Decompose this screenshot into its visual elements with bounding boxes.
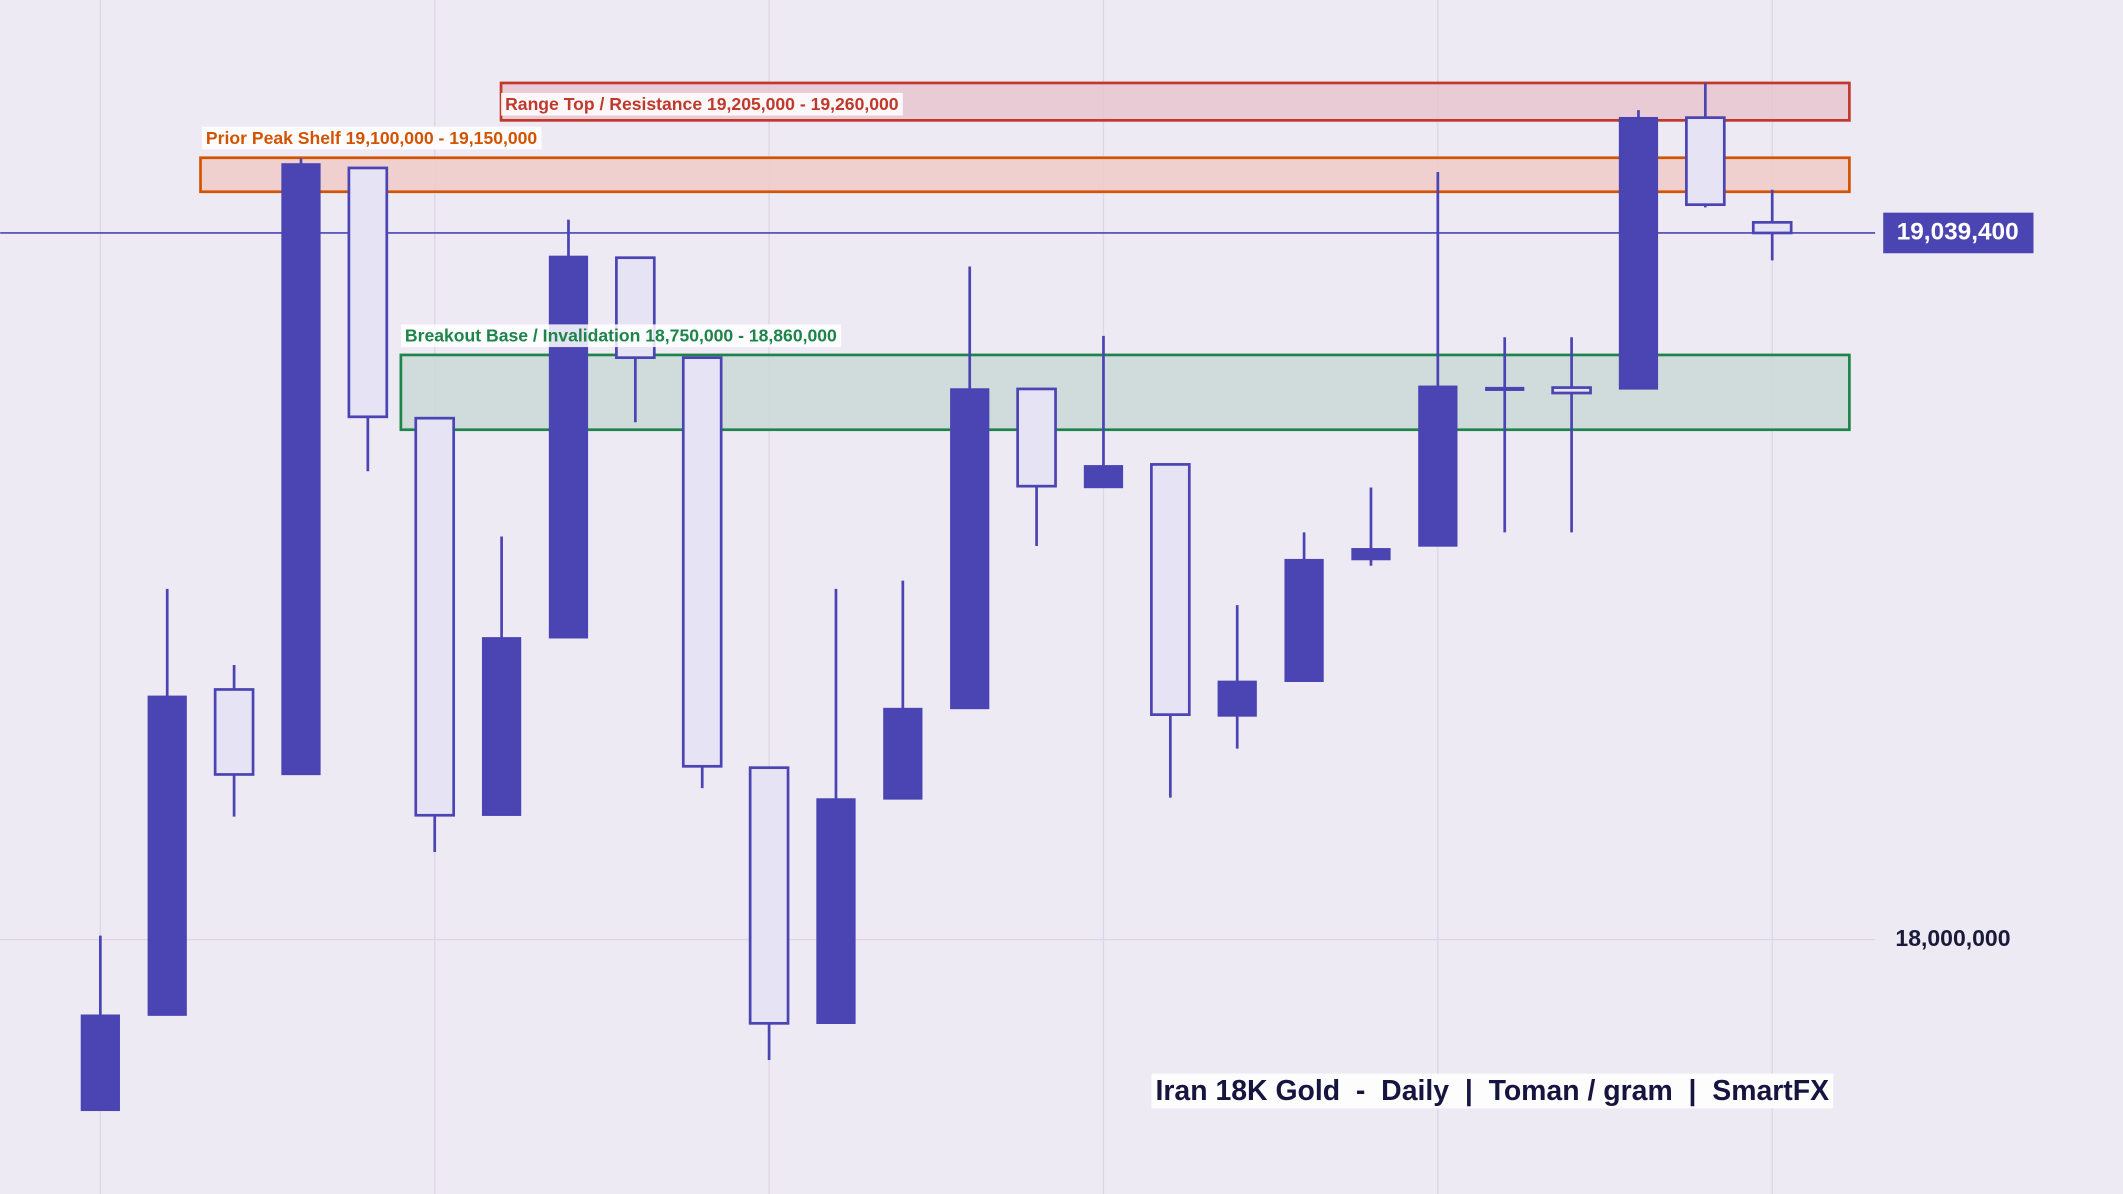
candle-body xyxy=(1418,385,1458,547)
candle-body xyxy=(213,688,255,776)
candle-body xyxy=(147,695,187,1016)
zone-label-bg xyxy=(400,324,842,348)
candle-body xyxy=(748,766,790,1025)
title-bg xyxy=(1151,1073,1834,1109)
zone-label-bg xyxy=(501,92,903,116)
candle-body xyxy=(1485,386,1525,391)
candle-body xyxy=(681,356,723,768)
candle-body xyxy=(414,416,456,817)
candle-body xyxy=(1016,387,1057,488)
candle-body xyxy=(950,388,990,710)
zone-label: Range Top / Resistance 19,205,000 - 19,2… xyxy=(505,94,899,114)
candle-body xyxy=(1685,116,1726,207)
candle-body xyxy=(80,1014,120,1112)
zone-label: Prior Peak Shelf 19,100,000 - 19,150,000 xyxy=(206,128,538,148)
last-price-box xyxy=(1883,212,2034,254)
candle-body xyxy=(1551,386,1592,395)
chart-title: Iran 18K Gold - Daily | Toman / gram | S… xyxy=(1155,1075,1829,1107)
candle-body xyxy=(1618,116,1659,390)
candle-body xyxy=(1217,680,1257,717)
candle-body xyxy=(1284,558,1324,682)
candle-body xyxy=(548,255,589,639)
candle-body xyxy=(1751,220,1793,235)
candle-body xyxy=(481,637,522,816)
candle-body xyxy=(1083,465,1124,489)
zone-box xyxy=(399,353,1851,432)
candle-body xyxy=(883,707,923,800)
zone-label: Breakout Base / Invalidation 18,750,000 … xyxy=(405,326,837,346)
zone-label-bg xyxy=(201,126,542,150)
last-price-label: 19,039,400 xyxy=(1897,218,2019,245)
zone-box xyxy=(199,156,1851,194)
y-tick-label: 18,000,000 xyxy=(1895,925,2010,951)
candle-body xyxy=(347,166,389,419)
candle-body xyxy=(816,798,856,1025)
candle-body xyxy=(1150,463,1191,716)
candle-body xyxy=(281,163,321,776)
candle-body xyxy=(1351,548,1391,561)
